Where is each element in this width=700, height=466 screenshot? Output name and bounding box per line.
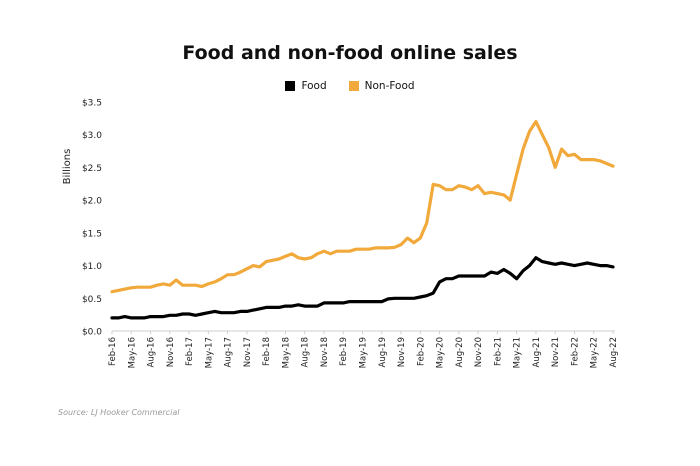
x-tick-label: Feb-20 xyxy=(416,337,426,366)
x-tick-label: Feb-18 xyxy=(262,337,272,366)
y-tick-label: $0.5 xyxy=(82,295,102,305)
y-tick-label: $3.5 xyxy=(82,99,102,109)
x-tick-label: May-18 xyxy=(281,337,291,368)
x-tick-label: Nov-21 xyxy=(551,337,561,367)
series-line-non-food xyxy=(110,119,615,294)
legend-swatch-food xyxy=(285,81,296,91)
y-axis-label: Billions xyxy=(62,149,73,185)
x-tick-label: Nov-19 xyxy=(397,337,407,367)
x-tick-label: May-17 xyxy=(204,337,214,368)
legend-item-non-food[interactable]: Non-Food xyxy=(348,80,415,92)
x-tick-label: Nov-16 xyxy=(166,337,176,367)
x-tick-label: May-21 xyxy=(513,337,523,368)
x-tick-label: Aug-16 xyxy=(147,337,157,367)
y-tick-label: $2.0 xyxy=(82,197,102,207)
x-tick-label: Aug-19 xyxy=(378,337,388,367)
source-note: Source: LJ Hooker Commercial xyxy=(58,408,180,417)
x-tick-label: May-19 xyxy=(359,337,369,368)
x-tick-label: May-20 xyxy=(436,337,446,368)
legend-label-food: Food xyxy=(301,80,327,92)
x-tick-label: May-16 xyxy=(127,337,137,368)
legend: Food Non-Food xyxy=(0,80,700,92)
x-tick-label: Nov-18 xyxy=(320,337,330,367)
x-tick-label: May-22 xyxy=(590,337,600,368)
x-tick-label: Aug-21 xyxy=(532,337,542,367)
x-tick-label: Feb-16 xyxy=(108,337,118,366)
x-tick-label: Nov-20 xyxy=(474,337,484,367)
x-tick-label: Aug-17 xyxy=(224,337,234,367)
y-tick-label: $3.0 xyxy=(82,131,102,141)
y-tick-label: $2.5 xyxy=(82,164,102,174)
x-tick-label: Feb-21 xyxy=(493,337,503,366)
x-tick-label: Aug-18 xyxy=(301,337,311,367)
x-tick-label: Feb-17 xyxy=(185,337,195,366)
series-line-food xyxy=(110,256,615,320)
legend-label-non-food: Non-Food xyxy=(364,80,415,92)
x-tick-label: Aug-22 xyxy=(609,337,619,367)
x-tick-label: Aug-20 xyxy=(455,337,465,367)
y-tick-label: $1.5 xyxy=(82,229,102,239)
x-tick-label: Feb-22 xyxy=(570,337,580,366)
legend-item-food[interactable]: Food xyxy=(285,80,327,92)
y-tick-label: $1.0 xyxy=(82,262,102,272)
x-tick-label: Nov-17 xyxy=(243,337,253,367)
chart-title: Food and non-food online sales xyxy=(182,42,518,64)
x-tick-label: Feb-19 xyxy=(339,337,349,366)
legend-swatch-non-food xyxy=(348,81,359,91)
y-tick-label: $0.0 xyxy=(82,328,102,338)
